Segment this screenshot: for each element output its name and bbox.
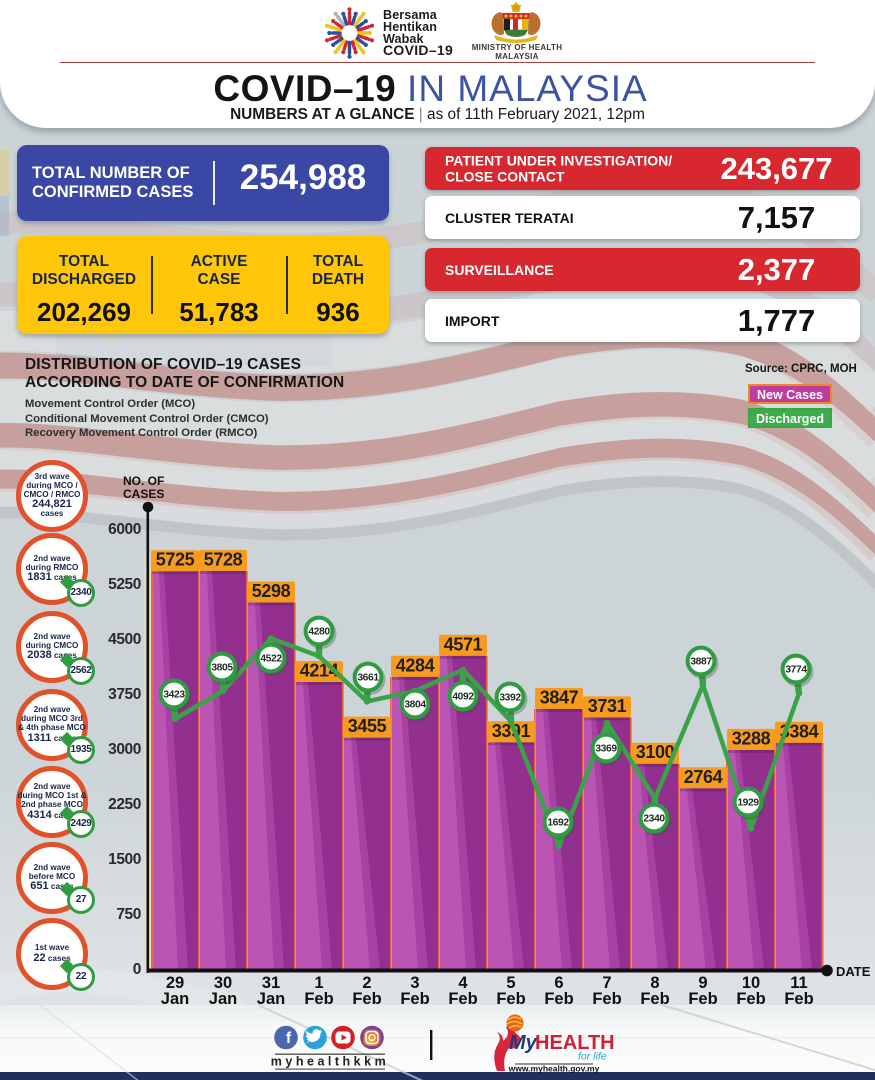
svg-text:3423: 3423 bbox=[163, 690, 185, 701]
svg-text:Feb: Feb bbox=[640, 990, 669, 1008]
svg-text:7: 7 bbox=[602, 974, 611, 992]
svg-text:Feb: Feb bbox=[688, 990, 717, 1008]
svg-text:3847: 3847 bbox=[540, 687, 579, 707]
svg-text:3: 3 bbox=[410, 974, 419, 992]
svg-text:My: My bbox=[509, 1032, 538, 1054]
svg-text:Feb: Feb bbox=[304, 990, 333, 1008]
svg-text:Feb: Feb bbox=[448, 990, 477, 1008]
svg-text:Feb: Feb bbox=[592, 990, 621, 1008]
svg-text:5: 5 bbox=[506, 974, 515, 992]
svg-text:1929: 1929 bbox=[737, 798, 759, 809]
svg-text:750: 750 bbox=[116, 906, 141, 923]
svg-text:3774: 3774 bbox=[785, 665, 807, 676]
svg-text:2: 2 bbox=[362, 974, 371, 992]
svg-text:Feb: Feb bbox=[352, 990, 381, 1008]
svg-text:4522: 4522 bbox=[260, 654, 282, 665]
svg-text:f: f bbox=[286, 1030, 292, 1047]
svg-text:3100: 3100 bbox=[636, 742, 675, 762]
svg-text:4: 4 bbox=[458, 974, 468, 992]
svg-text:3804: 3804 bbox=[404, 700, 426, 711]
svg-text:2250: 2250 bbox=[108, 796, 141, 813]
svg-text:3455: 3455 bbox=[348, 716, 387, 736]
svg-text:3887: 3887 bbox=[690, 657, 712, 668]
svg-text:Jan: Jan bbox=[257, 990, 285, 1008]
svg-text:3731: 3731 bbox=[588, 696, 627, 716]
svg-text:4284: 4284 bbox=[396, 655, 435, 675]
svg-text:3661: 3661 bbox=[357, 673, 379, 684]
svg-text:5728: 5728 bbox=[204, 549, 243, 569]
svg-text:3805: 3805 bbox=[211, 663, 233, 674]
svg-text:5725: 5725 bbox=[156, 550, 195, 570]
svg-text:NO. OF: NO. OF bbox=[123, 474, 164, 488]
svg-text:DATE: DATE bbox=[836, 964, 871, 979]
svg-text:2340: 2340 bbox=[643, 814, 665, 825]
svg-text:3288: 3288 bbox=[732, 728, 771, 748]
svg-text:Feb: Feb bbox=[544, 990, 573, 1008]
svg-text:Feb: Feb bbox=[496, 990, 525, 1008]
svg-text:for life: for life bbox=[578, 1051, 607, 1063]
svg-text:4571: 4571 bbox=[444, 634, 483, 654]
svg-text:3000: 3000 bbox=[108, 741, 141, 758]
svg-text:HEALTH: HEALTH bbox=[535, 1032, 615, 1054]
svg-text:5298: 5298 bbox=[252, 581, 291, 601]
svg-text:31: 31 bbox=[262, 974, 280, 992]
svg-text:29: 29 bbox=[166, 974, 184, 992]
svg-text:5250: 5250 bbox=[108, 576, 141, 593]
svg-text:4092: 4092 bbox=[452, 692, 474, 703]
svg-text:1500: 1500 bbox=[108, 851, 141, 868]
svg-text:Feb: Feb bbox=[784, 990, 813, 1008]
svg-text:3392: 3392 bbox=[499, 693, 521, 704]
svg-text:3391: 3391 bbox=[492, 721, 531, 741]
svg-text:CASES: CASES bbox=[123, 487, 164, 501]
svg-text:4500: 4500 bbox=[108, 631, 141, 648]
svg-text:9: 9 bbox=[698, 974, 707, 992]
svg-text:6000: 6000 bbox=[108, 521, 141, 538]
svg-text:3750: 3750 bbox=[108, 686, 141, 703]
svg-text:4280: 4280 bbox=[308, 627, 330, 638]
svg-text:0: 0 bbox=[133, 961, 141, 978]
svg-text:6: 6 bbox=[554, 974, 563, 992]
svg-text:www.myhealth.gov.my: www.myhealth.gov.my bbox=[508, 1064, 600, 1074]
svg-text:11: 11 bbox=[790, 974, 807, 992]
svg-text:2764: 2764 bbox=[684, 767, 723, 787]
svg-text:Feb: Feb bbox=[736, 990, 765, 1008]
svg-text:1692: 1692 bbox=[547, 818, 569, 829]
svg-text:30: 30 bbox=[214, 974, 232, 992]
svg-text:10: 10 bbox=[742, 974, 760, 992]
svg-text:1: 1 bbox=[314, 974, 323, 992]
svg-text:Jan: Jan bbox=[209, 990, 237, 1008]
svg-text:3369: 3369 bbox=[595, 744, 617, 755]
svg-text:Feb: Feb bbox=[400, 990, 429, 1008]
svg-text:Jan: Jan bbox=[161, 990, 189, 1008]
svg-text:myhealthkkm: myhealthkkm bbox=[271, 1055, 389, 1069]
svg-text:8: 8 bbox=[650, 974, 659, 992]
